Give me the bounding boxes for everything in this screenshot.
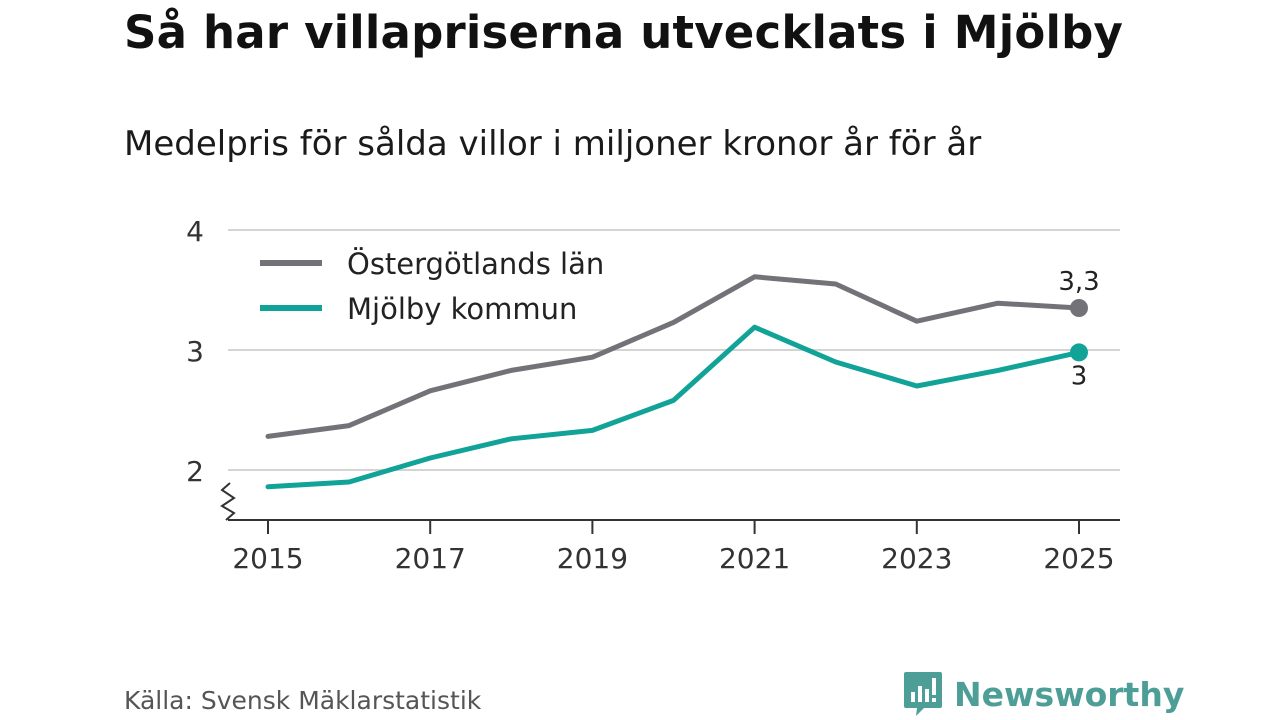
brand-name: Newsworthy [954, 674, 1185, 714]
x-tick-label: 2015 [232, 542, 303, 575]
source-note: Källa: Svensk Mäklarstatistik [124, 686, 482, 715]
end-label-kommun: 3 [1071, 361, 1088, 391]
brand-logo: Newsworthy [902, 670, 1184, 718]
axis-break-marker [220, 482, 236, 521]
x-tick-label: 2019 [557, 542, 628, 575]
x-tick-label: 2025 [1043, 542, 1114, 575]
chart-subtitle: Medelpris för sålda villor i miljoner kr… [124, 124, 982, 164]
x-tick-label: 2021 [719, 542, 790, 575]
series-line-lan [265, 274, 1082, 439]
series-line-kommun [265, 324, 1082, 490]
x-tick-label: 2023 [881, 542, 952, 575]
end-point-lan [1070, 299, 1088, 317]
end-label-lan: 3,3 [1058, 267, 1099, 297]
end-point-kommun [1070, 343, 1088, 362]
y-tick-label: 4 [186, 215, 204, 248]
x-tick-label: 2017 [395, 542, 466, 575]
legend-label-kommun: Mjölby kommun [347, 292, 577, 326]
legend-label-lan: Östergötlands län [347, 247, 604, 281]
newsworthy-logo-icon [904, 672, 942, 716]
y-tick-label: 2 [186, 455, 204, 488]
chart-title: Så har villapriserna utvecklats i Mjölby [124, 6, 1124, 59]
y-tick-label: 3 [186, 335, 204, 368]
